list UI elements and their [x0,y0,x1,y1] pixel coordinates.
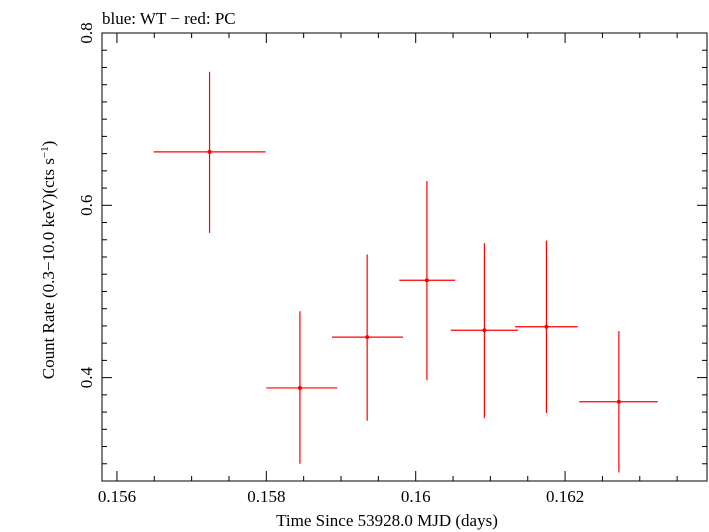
x-tick-label: 0.16 [401,487,431,506]
data-marker [297,385,302,390]
y-axis: 0.4 0.6 0.8 [77,22,707,465]
x-tick-label: 0.156 [98,487,136,506]
data-marker [544,324,549,329]
data-point [332,254,404,421]
x-axis: 0.156 0.158 0.16 0.162 [98,33,678,506]
y-axis-label-main: Count Rate (0.3−10.0 keV)(cts s [39,158,58,379]
y-tick-label: 0.8 [77,22,96,43]
data-point [153,71,266,233]
data-point [579,331,658,473]
data-point [450,243,519,419]
data-series-layer [153,71,658,473]
y-tick-label: 0.4 [77,366,96,388]
plot-frame-group [101,32,708,482]
data-point [399,181,456,381]
y-axis-label: Count Rate (0.3−10.0 keV)(cts s−1) [39,141,58,380]
y-tick-label: 0.6 [77,195,96,216]
data-marker [207,149,212,154]
x-tick-label: 0.158 [247,487,285,506]
data-marker [365,335,370,340]
x-tick-label: 0.162 [546,487,584,506]
y-axis-label-superscript: −1 [39,146,51,158]
data-marker [424,278,429,283]
data-point [515,240,578,413]
chart-title: blue: WT − red: PC [102,9,236,28]
y-axis-label-end: ) [39,141,58,147]
data-point [266,311,338,464]
x-axis-label: Time Since 53928.0 MJD (days) [276,511,498,530]
plot-frame [101,32,708,482]
data-marker [616,399,621,404]
data-marker [482,328,487,333]
